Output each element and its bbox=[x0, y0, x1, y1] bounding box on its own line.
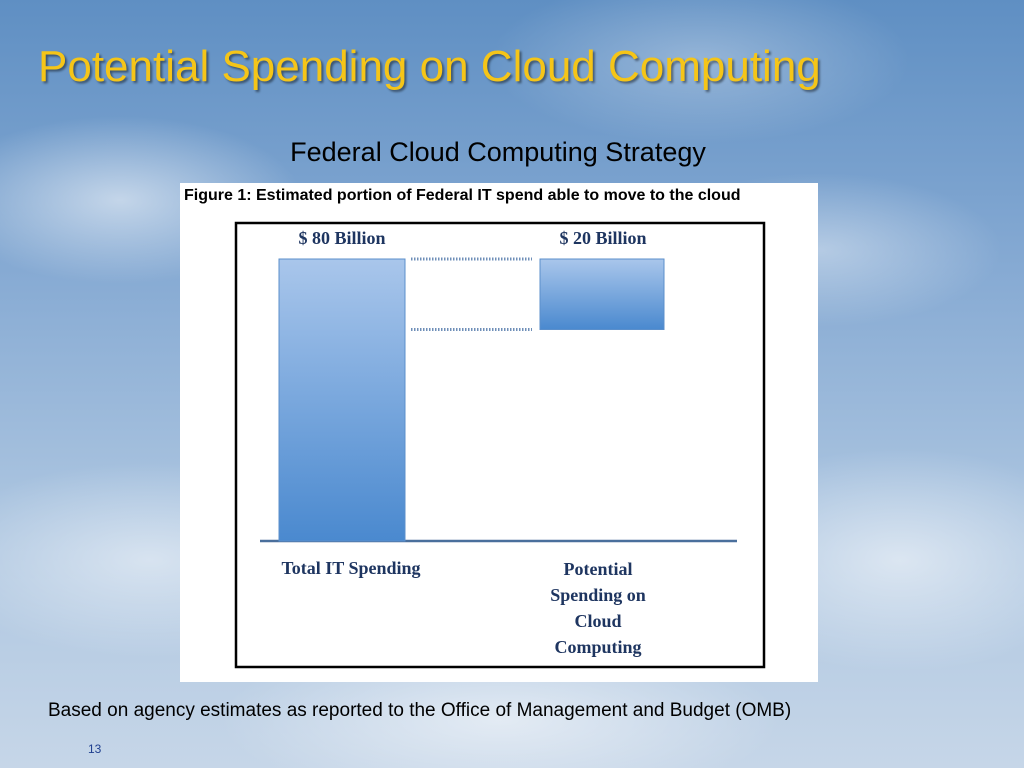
category-label: Total IT Spending bbox=[281, 558, 420, 578]
slide-subtitle: Federal Cloud Computing Strategy bbox=[290, 137, 706, 167]
figure-caption: Figure 1: Estimated portion of Federal I… bbox=[184, 187, 741, 204]
value-label: $ 20 Billion bbox=[559, 228, 646, 248]
page-number: 13 bbox=[88, 742, 102, 756]
source-footnote: Based on agency estimates as reported to… bbox=[48, 700, 792, 721]
bar-total-it-spending bbox=[278, 258, 406, 542]
bar-potential-cloud-spending bbox=[539, 258, 665, 330]
category-label: Potential bbox=[564, 559, 633, 579]
category-label: Spending on bbox=[550, 585, 646, 605]
slide-title: Potential Spending on Cloud Computing bbox=[38, 42, 821, 91]
bar-chart: $ 80 Billion $ 20 Billion Total IT Spendin… bbox=[234, 221, 766, 669]
chart-frame bbox=[234, 221, 766, 669]
category-label: Cloud bbox=[574, 611, 621, 631]
category-label: Computing bbox=[554, 637, 641, 657]
value-label: $ 80 Billion bbox=[298, 228, 385, 248]
figure-panel: Figure 1: Estimated portion of Federal I… bbox=[180, 183, 818, 682]
